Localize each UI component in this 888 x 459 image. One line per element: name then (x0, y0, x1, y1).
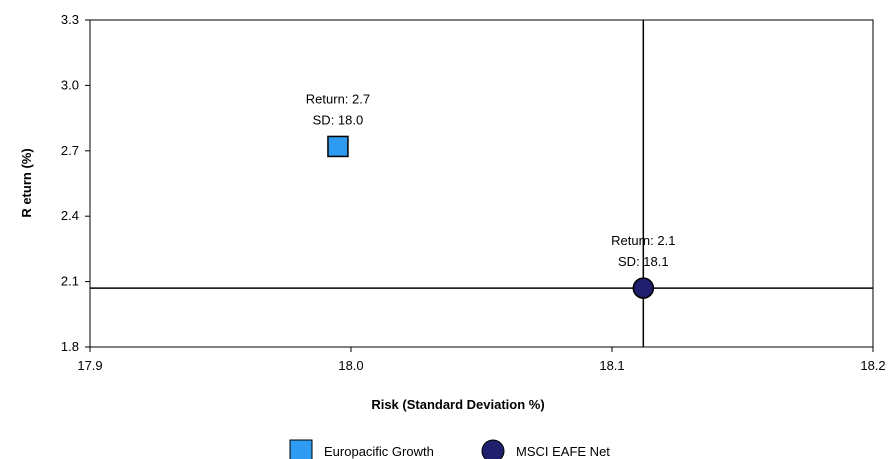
x-tick-label: 17.9 (77, 358, 102, 373)
legend: Europacific Growth MSCI EAFE Net (289, 439, 610, 459)
x-tick-label: 18.0 (338, 358, 363, 373)
x-tick-label: 18.2 (860, 358, 885, 373)
y-tick-label: 2.4 (61, 208, 79, 223)
point-data-label: SD: 18.1 (618, 254, 669, 269)
point-europacific-growth (327, 135, 349, 158)
legend-label: MSCI EAFE Net (516, 444, 610, 459)
legend-square-icon (289, 439, 313, 459)
y-tick-label: 3.0 (61, 77, 79, 92)
y-tick-label: 3.3 (61, 12, 79, 27)
legend-label: Europacific Growth (324, 444, 434, 459)
y-axis-title: R eturn (%) (19, 148, 34, 217)
legend-circle-icon (481, 439, 505, 459)
x-axis-title: Risk (Standard Deviation %) (371, 397, 544, 412)
data-points: Return: 2.7 SD: 18.0 Return: 2.1 SD: 18.1 (306, 91, 675, 299)
point-data-label: Return: 2.7 (306, 91, 370, 106)
x-tick-label: 18.1 (599, 358, 624, 373)
x-axis-ticks: 17.9 18.0 18.1 18.2 (77, 347, 886, 373)
y-tick-label: 2.7 (61, 143, 79, 158)
y-tick-label: 2.1 (61, 274, 79, 289)
point-data-label: SD: 18.0 (313, 112, 364, 127)
plot-area (89, 19, 874, 348)
y-tick-label: 1.8 (61, 339, 79, 354)
point-msci-eafe-net (632, 277, 655, 299)
y-axis-ticks: 1.8 2.1 2.4 2.7 3.0 3.3 (61, 12, 90, 354)
point-data-label: Return: 2.1 (611, 233, 675, 248)
